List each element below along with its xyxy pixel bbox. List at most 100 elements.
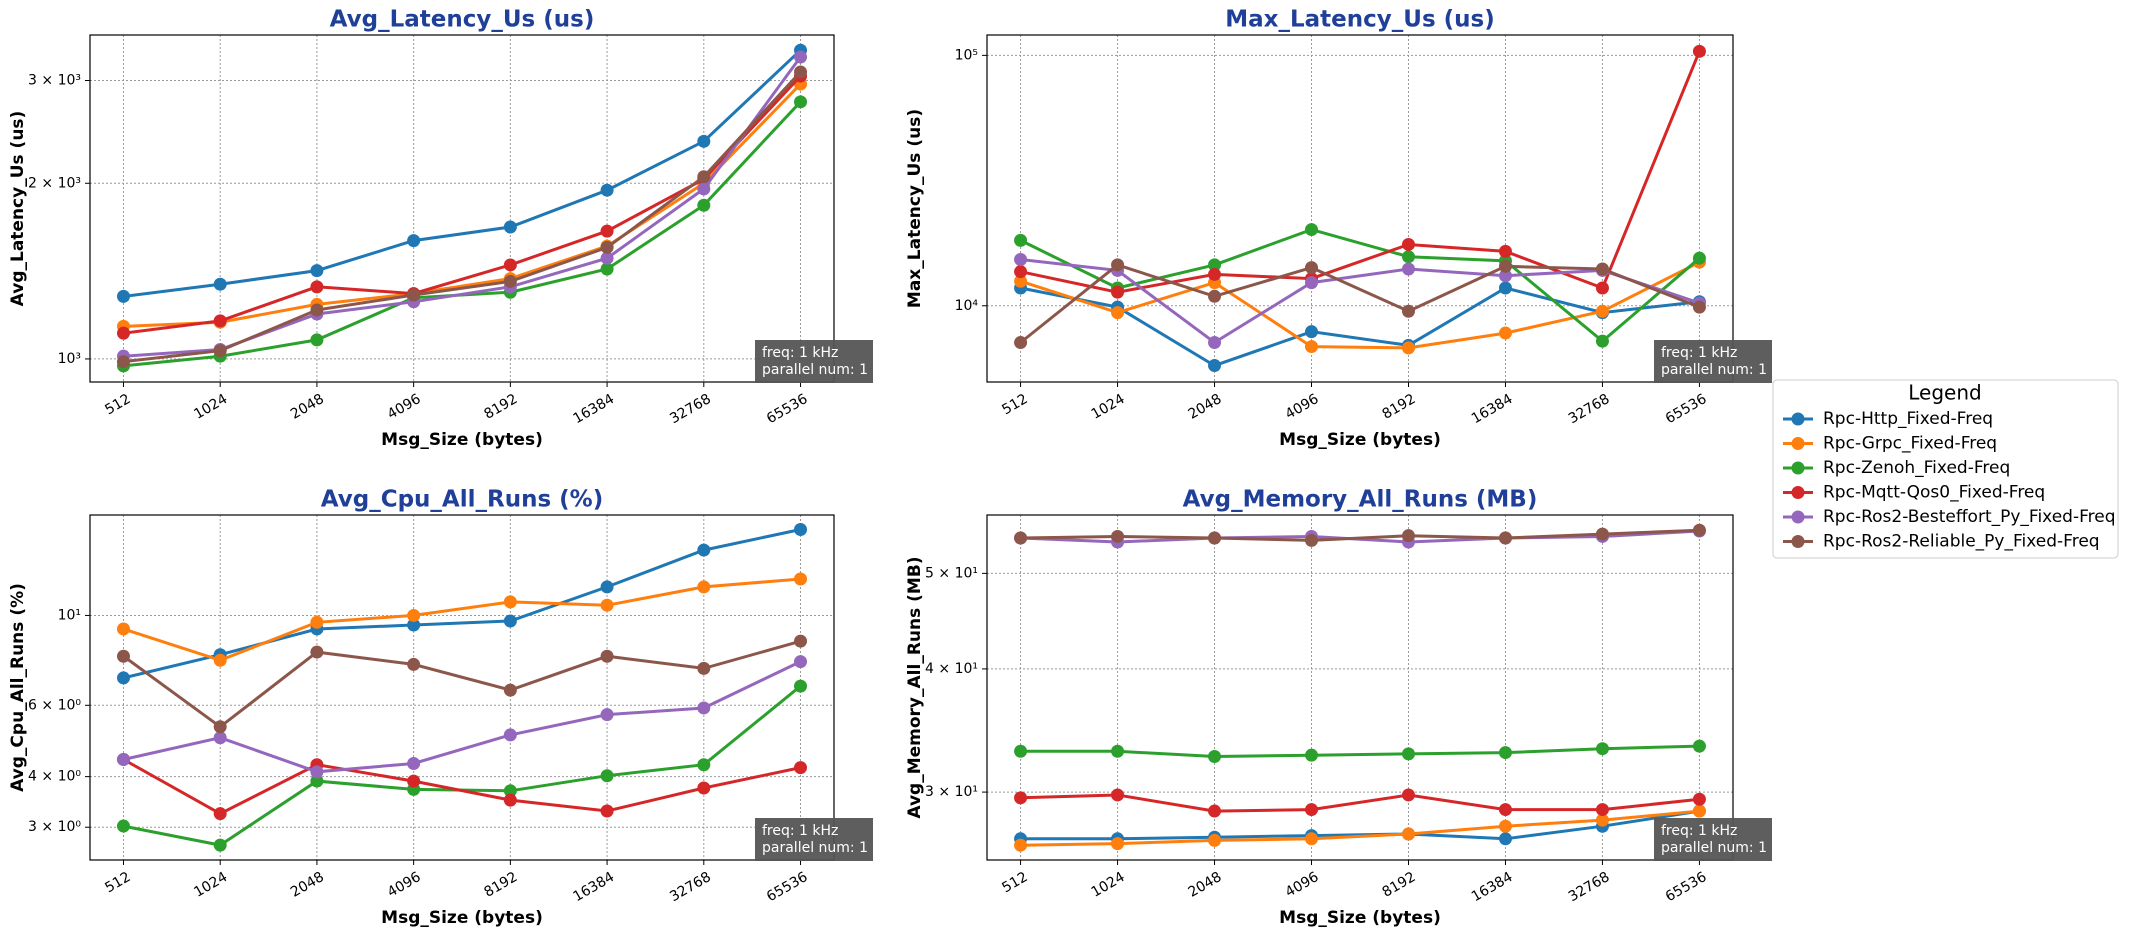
x-tick-label: 512 xyxy=(999,391,1030,418)
data-point xyxy=(1208,258,1222,272)
x-tick-label: 1024 xyxy=(191,869,230,901)
data-point xyxy=(1498,803,1512,817)
y-tick-label: 10¹ xyxy=(58,607,81,623)
data-point xyxy=(1498,259,1512,273)
data-point xyxy=(1014,253,1028,267)
series-line: Rpc-Ros2-Reliable_Py_Fixed-Freq xyxy=(1019,263,1700,344)
y-axis-label: Max_Latency_Us (us) xyxy=(905,109,925,308)
x-tick-label: 4096 xyxy=(1283,869,1322,901)
data-point xyxy=(697,134,711,148)
series-line: Rpc-Grpc_Fixed-Freq xyxy=(123,577,801,662)
data-point xyxy=(600,580,614,594)
data-point xyxy=(1498,746,1512,760)
legend-label: Rpc-Ros2-Reliable_Py_Fixed-Freq xyxy=(1823,532,2100,552)
data-point xyxy=(1692,251,1706,265)
x-axis-label: Msg_Size (bytes) xyxy=(381,908,543,928)
data-point xyxy=(1401,262,1415,276)
chart-title: Avg_Latency_Us (us) xyxy=(330,7,595,33)
data-point xyxy=(116,819,130,833)
chart-title: Avg_Memory_All_Runs (MB) xyxy=(1183,487,1538,513)
x-tick-label: 16384 xyxy=(571,869,618,905)
data-point xyxy=(1305,325,1319,339)
data-point xyxy=(407,657,421,671)
data-point xyxy=(1498,244,1512,258)
data-point xyxy=(1014,791,1028,805)
x-tick-label: 2048 xyxy=(288,869,327,901)
data-point xyxy=(1014,336,1028,350)
annotation-box xyxy=(755,340,873,383)
data-point xyxy=(600,251,614,265)
data-point xyxy=(310,303,324,317)
data-point xyxy=(503,595,517,609)
annotation-text: parallel num: 1 xyxy=(762,840,868,856)
data-point xyxy=(1401,747,1415,761)
data-point xyxy=(213,838,227,852)
data-point xyxy=(1208,336,1222,350)
y-axis-label: Avg_Memory_All_Runs (MB) xyxy=(905,556,925,818)
x-tick-label: 512 xyxy=(999,869,1030,896)
data-point xyxy=(1595,262,1609,276)
series-line: Rpc-Zenoh_Fixed-Freq xyxy=(1020,744,1700,759)
y-axis-label: Avg_Cpu_All_Runs (%) xyxy=(8,583,28,792)
legend-label: Rpc-Mqtt-Qos0_Fixed-Freq xyxy=(1823,483,2045,503)
data-point xyxy=(1401,341,1415,355)
x-axis-label: Msg_Size (bytes) xyxy=(1279,908,1441,928)
y-tick-label: 5 × 10¹ xyxy=(925,565,978,581)
data-point xyxy=(310,645,324,659)
data-point xyxy=(794,655,808,669)
x-tick-label: 8192 xyxy=(1380,869,1419,901)
data-point xyxy=(794,572,808,586)
x-axis-label: Msg_Size (bytes) xyxy=(1279,430,1441,450)
data-point xyxy=(600,262,614,276)
data-point xyxy=(1692,792,1706,806)
plot-frame xyxy=(986,514,1734,861)
legend-marker xyxy=(1791,412,1805,426)
legend-marker xyxy=(1791,535,1805,548)
data-point xyxy=(407,774,421,788)
data-point xyxy=(1014,274,1028,288)
data-point xyxy=(213,344,227,358)
data-point xyxy=(310,264,324,278)
annotation-text: parallel num: 1 xyxy=(1661,840,1767,856)
x-tick-label: 8192 xyxy=(1380,391,1419,423)
data-point xyxy=(213,720,227,734)
data-point xyxy=(1208,267,1222,281)
x-tick-label: 8192 xyxy=(481,391,520,423)
series-line: Rpc-Mqtt-Qos0_Fixed-Freq xyxy=(1020,793,1700,813)
x-tick-label: 32768 xyxy=(667,869,714,905)
data-point xyxy=(600,708,614,722)
y-tick-label: 3 × 10¹ xyxy=(925,784,978,800)
x-tick-label: 65536 xyxy=(764,391,811,427)
data-point xyxy=(503,728,517,742)
data-point xyxy=(503,258,517,272)
legend-label: Rpc-Grpc_Fixed-Freq xyxy=(1823,434,1997,454)
data-point xyxy=(1014,531,1028,545)
data-point xyxy=(310,765,324,779)
data-point xyxy=(1208,531,1222,545)
x-tick-label: 65536 xyxy=(764,869,811,905)
annotation-text: freq: 1 kHz xyxy=(1661,345,1737,361)
series-line: Rpc-Ros2-Reliable_Py_Fixed-Freq xyxy=(122,639,801,729)
series-line: Rpc-Grpc_Fixed-Freq xyxy=(1020,809,1700,847)
data-point xyxy=(1595,281,1609,295)
data-point xyxy=(794,50,808,64)
series-line: Rpc-Http_Fixed-Freq xyxy=(123,528,801,680)
data-point xyxy=(1305,533,1319,547)
data-point xyxy=(1401,237,1415,251)
legend-marker xyxy=(1791,461,1805,475)
data-point xyxy=(310,774,324,788)
data-point xyxy=(1111,788,1125,802)
annotation-box xyxy=(755,818,873,861)
data-point xyxy=(1692,300,1706,314)
data-point xyxy=(600,649,614,663)
data-point xyxy=(794,65,808,79)
data-point xyxy=(794,679,808,693)
data-point xyxy=(1498,531,1512,545)
data-point xyxy=(407,618,421,632)
x-tick-label: 8192 xyxy=(481,869,520,901)
plot-frame xyxy=(986,34,1734,383)
y-axis-label: Avg_Latency_Us (us) xyxy=(8,111,28,307)
data-point xyxy=(794,761,808,775)
series-line: Rpc-Http_Fixed-Freq xyxy=(123,49,802,298)
series-line: Rpc-Mqtt-Qos0_Fixed-Freq xyxy=(122,758,801,816)
